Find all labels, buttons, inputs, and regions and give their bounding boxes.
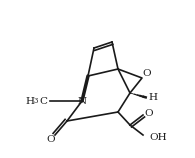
- Text: H: H: [26, 97, 35, 106]
- Text: N: N: [77, 97, 87, 106]
- Text: H: H: [149, 94, 158, 103]
- Text: O: O: [47, 136, 55, 145]
- Text: 3: 3: [34, 97, 38, 105]
- Text: C: C: [39, 97, 47, 106]
- Text: O: O: [143, 69, 151, 78]
- Text: OH: OH: [149, 133, 167, 142]
- Text: O: O: [145, 109, 153, 118]
